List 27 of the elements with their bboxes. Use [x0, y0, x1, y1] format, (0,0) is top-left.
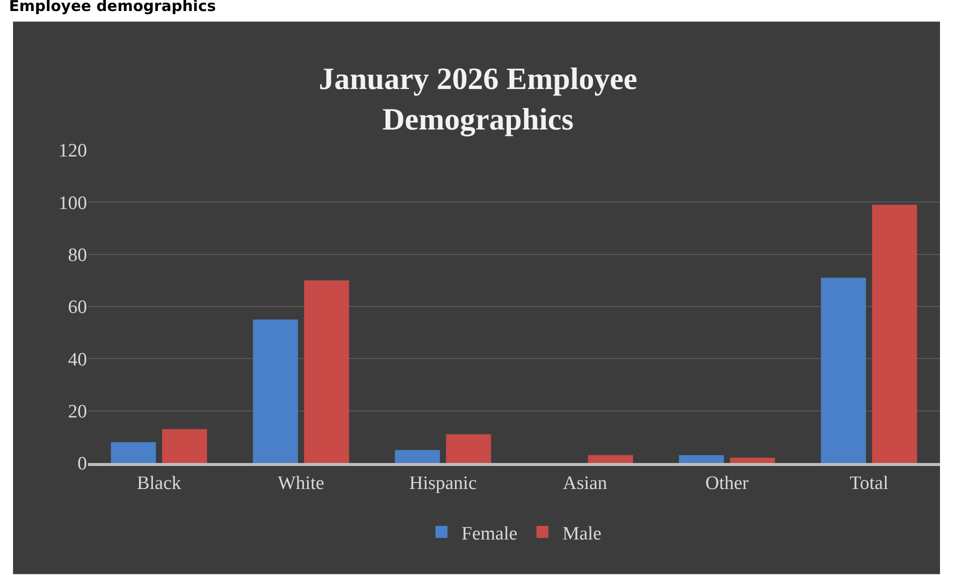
x-tick-label: White — [278, 472, 324, 494]
bar — [820, 278, 866, 463]
x-tick-label: Hispanic — [409, 472, 477, 494]
legend-label: Male — [562, 523, 602, 544]
x-tick-label: Asian — [562, 472, 608, 494]
y-tick-label: 0 — [78, 454, 87, 475]
x-tick-label: Other — [705, 472, 750, 494]
y-tick-label: 100 — [58, 192, 87, 214]
bar — [162, 429, 208, 463]
bar — [678, 455, 724, 463]
y-tick-label: 20 — [68, 401, 87, 422]
bar — [252, 320, 298, 463]
y-tick-label: 120 — [58, 140, 87, 162]
y-tick-label: 80 — [68, 244, 87, 266]
legend-label: Female — [462, 523, 518, 544]
x-tick-label: Total — [850, 472, 888, 494]
bar — [588, 455, 634, 463]
bar — [110, 442, 156, 463]
bar — [872, 204, 918, 463]
bar — [446, 434, 492, 463]
y-tick-label: 40 — [68, 349, 87, 370]
y-tick-label: 60 — [68, 297, 87, 318]
bar — [394, 450, 440, 463]
bar — [730, 458, 776, 463]
chart-title: January 2026 Employee Demographics — [318, 61, 638, 136]
x-tick-label: Black — [136, 472, 182, 494]
bar — [304, 280, 350, 463]
